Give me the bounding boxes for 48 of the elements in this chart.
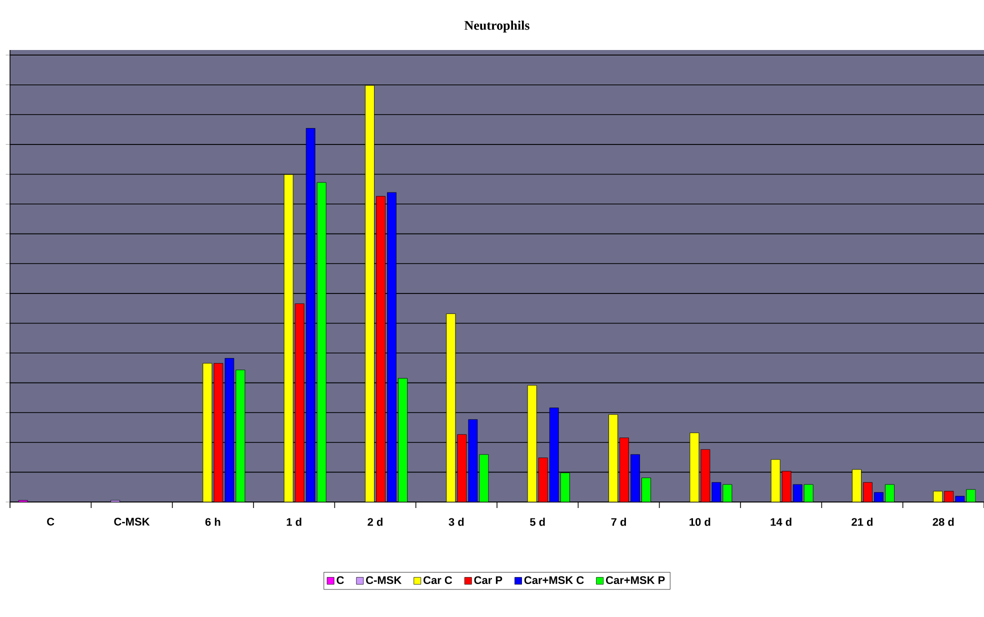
bar <box>527 385 537 502</box>
legend-label: Car+MSK P <box>606 576 665 584</box>
bar <box>398 378 408 502</box>
x-tick-label: 21 d <box>852 518 873 526</box>
bar <box>479 454 489 502</box>
bar <box>376 196 386 502</box>
bar <box>214 363 224 502</box>
bar <box>852 469 862 502</box>
bar <box>468 419 478 502</box>
bar <box>630 454 640 502</box>
bar <box>782 470 792 502</box>
bar <box>316 182 326 502</box>
x-tick-label: 3 d <box>448 518 464 526</box>
x-tick-label: 6 h <box>205 518 220 526</box>
bar <box>457 434 467 502</box>
bar <box>863 482 872 502</box>
bar <box>642 478 651 502</box>
bar <box>549 408 559 502</box>
x-tick-label: 1 d <box>286 518 302 526</box>
bar <box>700 449 710 502</box>
bar <box>712 482 722 502</box>
chart-title: Neutrophils <box>464 20 530 32</box>
bar <box>560 472 570 502</box>
legend-label: C <box>336 576 344 584</box>
x-tick-label: C-MSK <box>114 518 150 526</box>
bar <box>620 438 629 502</box>
bar <box>538 458 548 502</box>
bar <box>365 85 374 502</box>
x-tick-label: 28 d <box>932 518 954 526</box>
x-tick-label: 7 d <box>611 518 626 526</box>
bar <box>690 432 700 502</box>
bar <box>770 459 780 502</box>
bar <box>294 303 304 502</box>
x-tick-label: 5 d <box>530 518 545 526</box>
x-tick-label: 14 d <box>770 518 792 526</box>
x-tick-label: 10 d <box>690 518 710 526</box>
legend-label: C-MSK <box>366 576 402 584</box>
bar <box>608 414 618 502</box>
legend-label: Car C <box>424 576 452 584</box>
legend-label: Car+MSK C <box>524 576 584 584</box>
bar <box>306 128 316 502</box>
x-tick-label: C <box>47 518 54 526</box>
x-tick-label: 2 d <box>368 518 382 526</box>
legend-label: Car P <box>474 576 502 584</box>
bar <box>387 192 396 502</box>
bar <box>446 313 456 502</box>
bar <box>284 174 294 502</box>
bar <box>224 358 234 502</box>
